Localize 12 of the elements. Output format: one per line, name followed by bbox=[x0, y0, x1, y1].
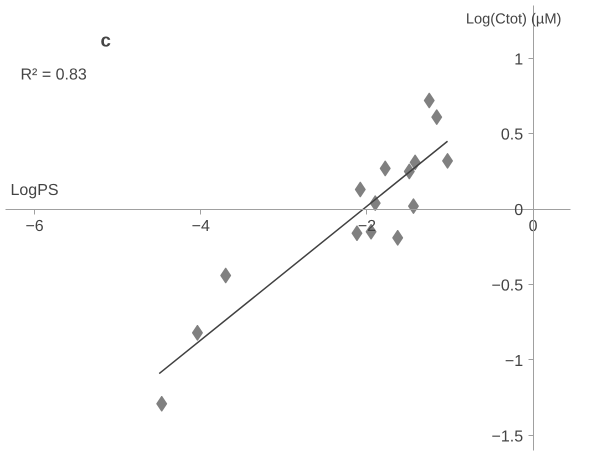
y-tick-label: 1 bbox=[514, 51, 524, 68]
x-tick-label: −4 bbox=[192, 218, 210, 236]
y-axis-title: Log(Ctot) (µM) bbox=[466, 12, 562, 28]
text: c bbox=[100, 30, 111, 50]
y-tick-label: 0 bbox=[514, 202, 524, 220]
y-tick-label: −1.5 bbox=[492, 428, 524, 446]
x-tick-label: −6 bbox=[25, 218, 44, 236]
y-tick-label: 0.5 bbox=[500, 126, 524, 144]
annotation: R² = 0.83 bbox=[20, 66, 87, 84]
x-axis-title: LogPS bbox=[10, 182, 59, 200]
y-tick-label: −1 bbox=[504, 352, 524, 370]
y-tick-label: −0.5 bbox=[492, 278, 524, 295]
